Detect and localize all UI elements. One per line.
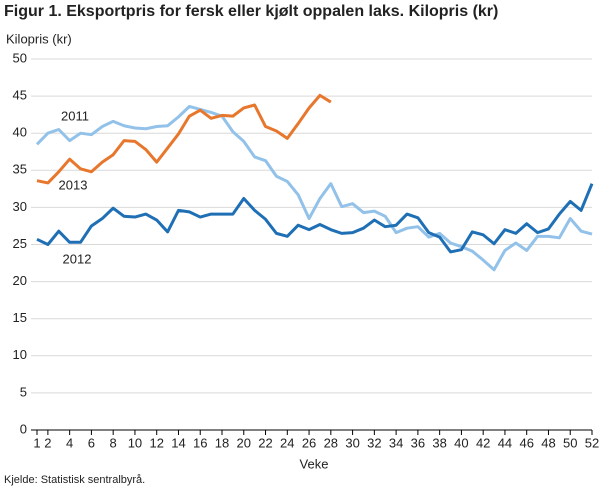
x-tick-label: 40	[454, 435, 468, 450]
y-tick-label: 15	[13, 310, 27, 325]
x-tick-label: 22	[258, 435, 272, 450]
x-tick-label: 46	[519, 435, 533, 450]
y-tick-label: 5	[20, 384, 27, 399]
x-tick-label: 1	[33, 435, 40, 450]
x-tick-label: 34	[389, 435, 403, 450]
x-tick-label: 38	[432, 435, 446, 450]
series-label: 2012	[63, 251, 92, 266]
chart-title: Figur 1. Eksportpris for fersk eller kjø…	[4, 3, 498, 20]
y-tick-label: 20	[13, 273, 27, 288]
series-line	[35, 104, 593, 272]
x-tick-label: 12	[149, 435, 163, 450]
series-line	[36, 93, 332, 185]
series-line	[36, 183, 594, 254]
x-tick-label: 42	[476, 435, 490, 450]
y-tick-label: 40	[13, 125, 27, 140]
y-tick-label: 30	[13, 199, 27, 214]
y-axis-label: Kilopris (kr)	[6, 31, 72, 46]
x-tick-label: 8	[110, 435, 117, 450]
y-tick-label: 35	[13, 162, 27, 177]
x-tick-label: 4	[66, 435, 73, 450]
x-tick-label: 24	[280, 435, 294, 450]
x-tick-label: 48	[541, 435, 555, 450]
x-tick-label: 28	[324, 435, 338, 450]
x-tick-label: 18	[215, 435, 229, 450]
x-tick-label: 50	[563, 435, 577, 450]
y-tick-label: 0	[20, 421, 27, 436]
x-tick-label: 14	[171, 435, 185, 450]
y-tick-label: 25	[13, 236, 27, 251]
x-tick-label: 30	[345, 435, 359, 450]
series-label: 2011	[61, 108, 89, 123]
x-tick-label: 26	[302, 435, 316, 450]
y-tick-label: 10	[13, 347, 27, 362]
x-tick-label: 32	[367, 435, 381, 450]
y-tick-label: 45	[13, 88, 27, 103]
x-axis-label: Veke	[300, 456, 329, 471]
x-tick-label: 52	[585, 435, 599, 450]
x-tick-label: 10	[128, 435, 142, 450]
series-label: 2013	[59, 177, 88, 192]
x-tick-label: 6	[88, 435, 95, 450]
y-tick-label: 50	[13, 50, 27, 65]
x-tick-label: 2	[44, 435, 51, 450]
x-tick-label: 44	[498, 435, 512, 450]
source: Kjelde: Statistisk sentralbyrå.	[4, 474, 145, 486]
x-tick-label: 36	[411, 435, 425, 450]
x-tick-label: 16	[193, 435, 207, 450]
x-tick-label: 20	[237, 435, 251, 450]
